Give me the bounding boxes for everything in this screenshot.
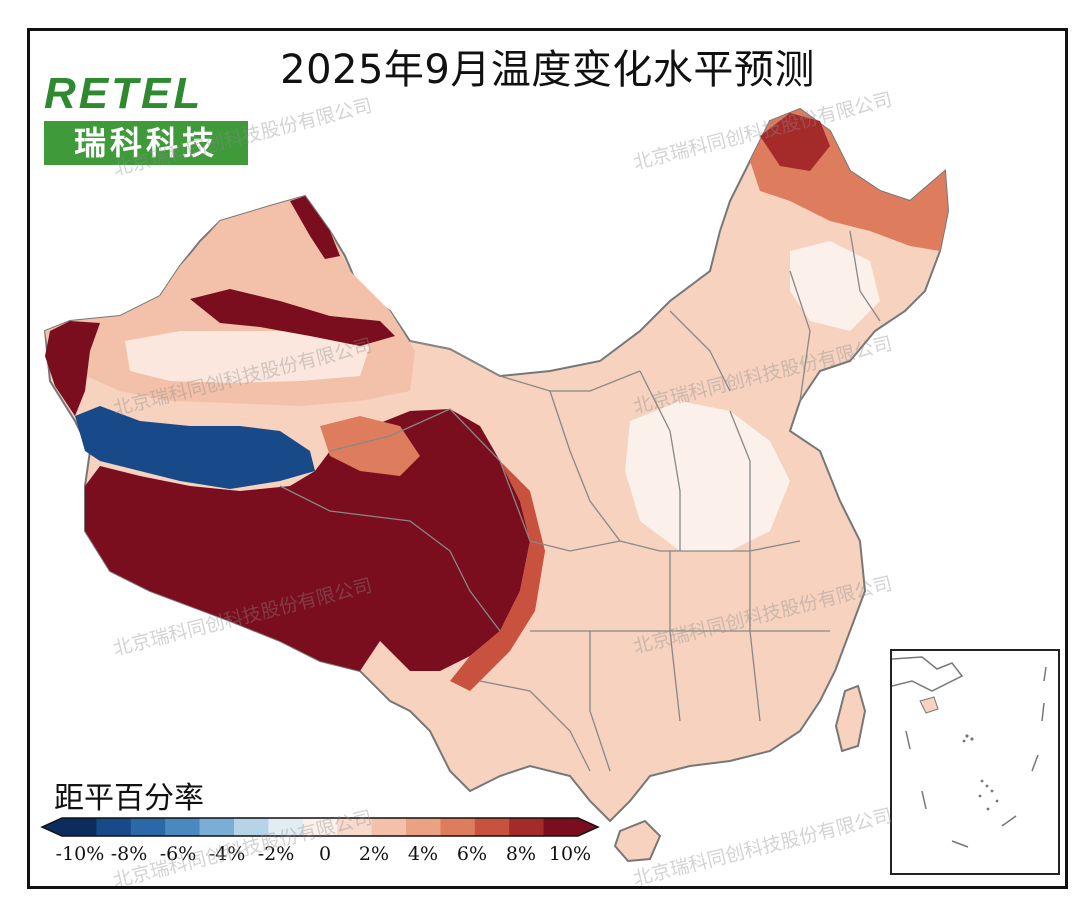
colorbar-tick-label: 10%: [548, 843, 592, 865]
colorbar-swatch: [440, 818, 476, 836]
map-title: 2025年9月温度变化水平预测: [280, 47, 815, 93]
mohe-hot-spot: [760, 113, 830, 171]
map-frame: 2025年9月温度变化水平预测 RETEL 瑞科科技 距平百分率: [27, 28, 1068, 889]
colorbar-swatch: [337, 818, 373, 836]
colorbar-swatch: [96, 818, 132, 836]
colorbar-swatch: [302, 818, 338, 836]
colorbar-swatch: [165, 818, 201, 836]
xinjiang-light-zone: [125, 331, 370, 383]
china-temperature-map: [43, 107, 950, 863]
qaidam-warm-patch: [320, 416, 420, 476]
colorbar-max-arrow: [578, 818, 598, 836]
logo-latin-text: RETEL: [44, 69, 204, 118]
colorbar-tick-label: -4%: [208, 843, 246, 865]
colorbar-tick-label: -6%: [159, 843, 197, 865]
colorbar-swatch: [406, 818, 441, 836]
province-boundaries: [279, 230, 881, 772]
colorbar-swatch: [130, 818, 166, 836]
colorbar-tick-label: 4%: [407, 843, 439, 865]
colorbar-swatch: [543, 818, 579, 836]
tarim-cold-band: [75, 406, 315, 489]
colorbar-tick-label: -2%: [257, 843, 295, 865]
logo-chinese-text: 瑞科科技: [44, 121, 248, 165]
colorbar-swatch: [199, 818, 235, 836]
south-china-sea-inset: [890, 649, 1060, 875]
hainan-island: [613, 819, 662, 863]
colorbar-swatch: [474, 818, 510, 836]
colorbar-tick-label: 8%: [505, 843, 537, 865]
north-china-plain-zone: [625, 401, 790, 551]
colorbar-swatch: [509, 818, 545, 836]
xinjiang-west-hot-edge: [45, 321, 100, 416]
colorbar-outline: [40, 817, 600, 837]
colorbar-swatch: [234, 818, 269, 836]
colorbar-tick-label: 6%: [456, 843, 488, 865]
colorbar-swatch: [371, 818, 407, 836]
colorbar-swatch: [62, 818, 97, 836]
colorbar-tick-label: 0: [318, 843, 332, 865]
inset-map: [891, 656, 1047, 848]
colorbar: [40, 817, 600, 837]
colorbar-tick-label: -8%: [110, 843, 148, 865]
taiwan-island: [834, 684, 867, 753]
colorbar-tick-label: 2%: [358, 843, 390, 865]
altai-hot-edge: [290, 196, 340, 259]
xinjiang-hot-band: [190, 289, 395, 346]
northeast-plain-zone: [790, 241, 880, 331]
colorbar-swatch: [268, 818, 304, 836]
legend-title: 距平百分率: [54, 781, 204, 816]
retel-logo: RETEL 瑞科科技: [44, 69, 252, 185]
colorbar-min-arrow: [42, 818, 62, 836]
tibet-qinghai-hot-zone: [85, 409, 530, 671]
sichuan-hot-edge: [450, 461, 545, 691]
colorbar-tick-label: -10%: [55, 843, 105, 865]
